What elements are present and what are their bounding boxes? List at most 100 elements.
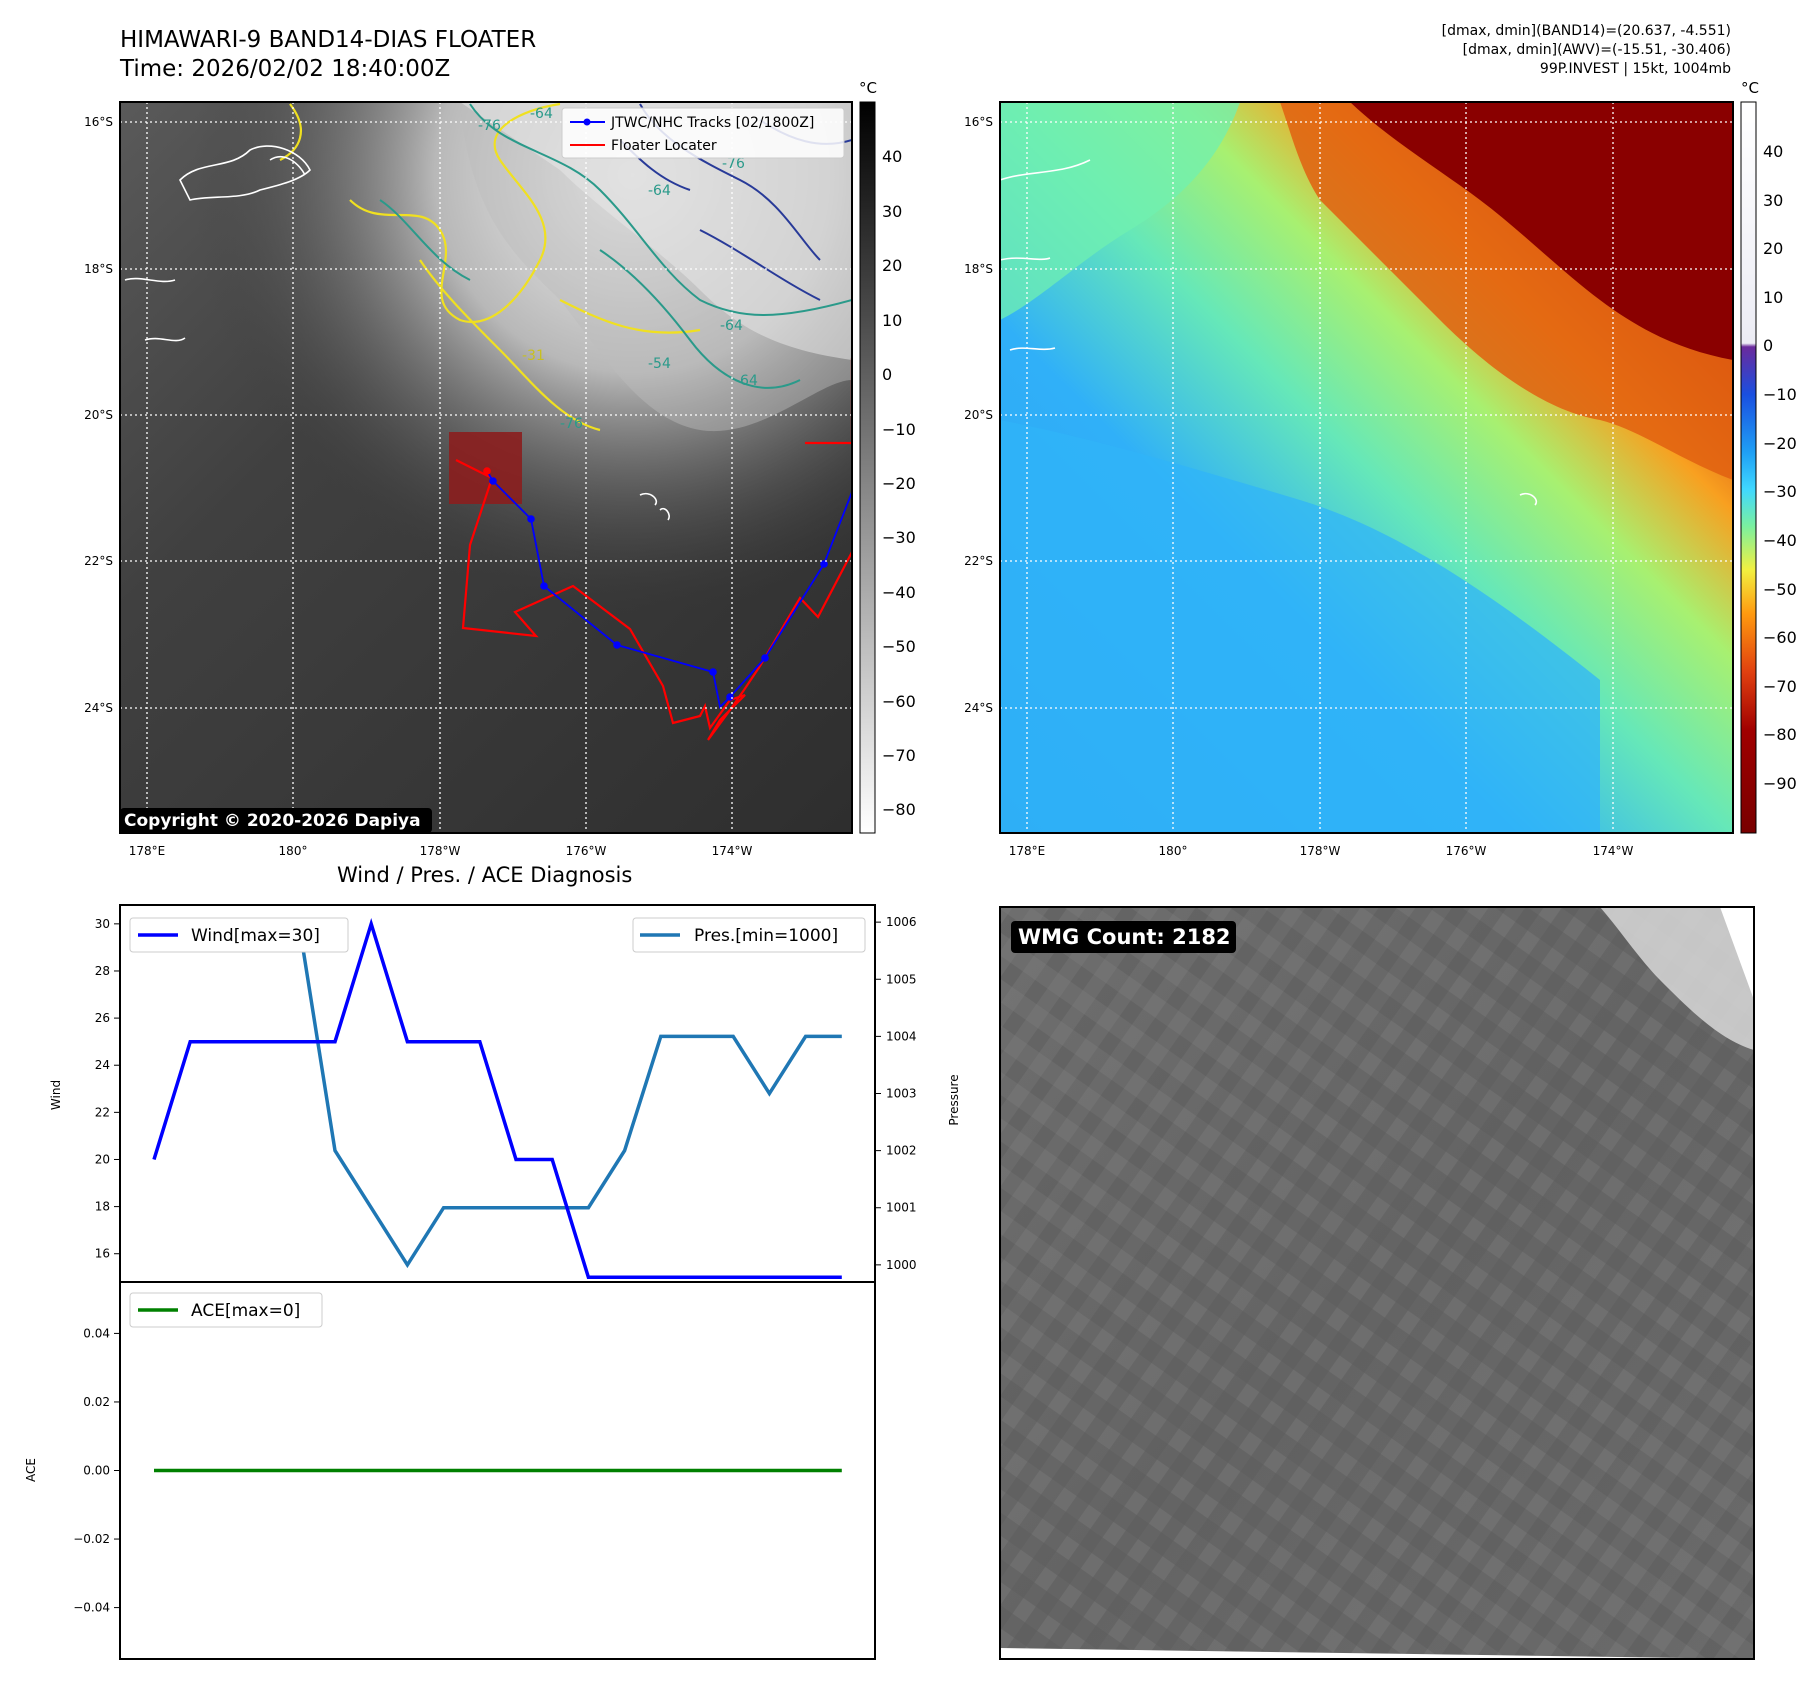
lon-label: 178°W (1300, 844, 1341, 858)
awv-moist-band (1000, 102, 1240, 320)
contour-label: -64 (720, 318, 743, 334)
colorbar-tick: −50 (1763, 580, 1797, 599)
wind-legend-box (129, 917, 349, 953)
contour-label: -64 (530, 106, 553, 122)
axis-tick-label: 0.02 (83, 1395, 110, 1409)
colorbar-tick: 30 (882, 202, 902, 221)
lat-label: 22°S (964, 554, 993, 568)
jtwc-track-point (527, 515, 535, 523)
pressure-legend: Pres.[min=1000] (632, 917, 866, 953)
lon-label: 174°W (712, 844, 753, 858)
wmg-texture (1000, 907, 1754, 1659)
info-storm: 99P.INVEST | 15kt, 1004mb (1539, 61, 1731, 77)
axis-tick-label: 1006 (886, 915, 917, 929)
ace-axis-label: ACE (24, 1458, 38, 1482)
contour-label: -54 (648, 356, 671, 372)
axis-tick-label: −0.04 (73, 1601, 110, 1615)
colorbar-tick: 20 (1763, 239, 1783, 258)
figure-time: Time: 2026/02/02 18:40:00Z (120, 56, 451, 82)
ir-contour-navy (619, 103, 852, 301)
ir-contour-teal (379, 103, 852, 389)
colorbar-tick: −80 (882, 800, 916, 819)
colorbar-tick: −80 (1763, 725, 1797, 744)
colorbar-tick: −10 (882, 420, 916, 439)
copyright-box (120, 808, 432, 833)
lat-label: 20°S (84, 408, 113, 422)
axis-tick-label: 1001 (886, 1201, 917, 1215)
axis-tick-label: 1005 (886, 972, 917, 986)
colorbar-tick: 10 (882, 311, 902, 330)
info-awv: [dmax, dmin](AWV)=(-15.51, -30.406) (1462, 42, 1731, 58)
colorbar-tick: 0 (1763, 336, 1773, 355)
axis-tick-label: 1004 (886, 1029, 917, 1043)
axis-tick-label: 30 (95, 917, 110, 931)
figure-title: HIMAWARI-9 BAND14-DIAS FLOATER (120, 27, 537, 53)
contour-label: -31 (522, 348, 545, 364)
colorbar-tick: −90 (1763, 774, 1797, 793)
awv-colorbar-ticks: 40 30 20 10 0 −10 −20 −30 −40 −50 −60 −7… (1763, 142, 1797, 793)
awv-coastline (1000, 159, 1538, 506)
lon-label: 178°W (420, 844, 461, 858)
axis-tick-label: −0.02 (73, 1532, 110, 1546)
colorbar-tick: −60 (882, 692, 916, 711)
ir-colorbar-ticks: 40 30 20 10 0 −10 −20 −30 −40 −50 −60 −7… (882, 147, 916, 819)
axis-tick-label: 1000 (886, 1258, 917, 1272)
awv-lat-labels: 16°S 18°S 20°S 22°S 24°S (964, 115, 993, 715)
awv-map-panel: 16°S 18°S 20°S 22°S 24°S 178°E 180° 178°… (964, 79, 1797, 858)
pressure-axis-ticks: 1006 1005 1004 1003 1002 1001 1000 (875, 915, 917, 1272)
lon-label: 174°W (1593, 844, 1634, 858)
ir-contour-labels: -76 -64 -64 -76 -64 -64 -31 -54 -76 (478, 106, 758, 432)
lat-label: 16°S (84, 115, 113, 129)
ir-colorbar-unit: °C (859, 79, 877, 97)
colorbar-tick: −10 (1763, 385, 1797, 404)
ace-panel: 0.04 0.02 0.00 −0.02 −0.04 ACE ACE[max=0] (24, 1281, 876, 1660)
axis-tick-label: 0.00 (83, 1464, 110, 1478)
ir-map-frame (119, 101, 853, 834)
wmg-panel: WMG Count: 2182 (999, 906, 1755, 1660)
axis-tick-label: 24 (95, 1058, 110, 1072)
colorbar-tick: −50 (882, 637, 916, 656)
wind-series-line (152, 917, 842, 1280)
lat-label: 22°S (84, 554, 113, 568)
floater-locater-point (483, 467, 491, 475)
copyright-text: Copyright © 2020-2026 Dapiya (124, 811, 421, 831)
axis-tick-label: 16 (95, 1247, 110, 1261)
colorbar-tick: 20 (882, 256, 902, 275)
axis-tick-label: 28 (95, 964, 110, 978)
jtwc-track-point (489, 477, 497, 485)
contour-label: -64 (735, 373, 758, 389)
colorbar-tick: 0 (882, 365, 892, 384)
legend-track-marker (583, 118, 591, 126)
awv-gridlines (1000, 102, 1733, 833)
ir-lat-labels: 16°S 18°S 20°S 22°S 24°S (84, 115, 113, 715)
contour-label: -64 (648, 183, 671, 199)
contour-label: -76 (478, 118, 501, 134)
awv-hot-core (1350, 102, 1733, 360)
colorbar-tick: −30 (1763, 482, 1797, 501)
jtwc-track-point (613, 641, 621, 649)
lat-label: 16°S (964, 115, 993, 129)
colorbar-tick: −20 (1763, 434, 1797, 453)
wmg-edge-bottom (1000, 1648, 1754, 1659)
colorbar-tick: −70 (1763, 677, 1797, 696)
wmg-bright-corner (1600, 907, 1754, 1050)
lon-label: 176°W (1446, 844, 1487, 858)
colorbar-tick: 40 (1763, 142, 1783, 161)
ir-map-legend: JTWC/NHC Tracks [02/1800Z] Floater Locat… (561, 107, 845, 159)
axis-tick-label: 1003 (886, 1087, 917, 1101)
contour-label: -76 (722, 156, 745, 172)
jtwc-track-point (709, 668, 717, 676)
legend-box (561, 107, 845, 159)
ace-legend-box (129, 1292, 323, 1328)
axis-tick-label: 1002 (886, 1144, 917, 1158)
axis-tick-label: 0.04 (83, 1326, 110, 1340)
wind-legend: Wind[max=30] (129, 917, 349, 953)
pressure-legend-label: Pres.[min=1000] (694, 926, 838, 946)
colorbar-tick: −20 (882, 474, 916, 493)
info-band14: [dmax, dmin](BAND14)=(20.637, -4.551) (1441, 23, 1731, 39)
axis-tick-label: 20 (95, 1152, 110, 1166)
wmg-count-box (1011, 921, 1236, 953)
awv-dry-region (1000, 420, 1600, 833)
wind-legend-label: Wind[max=30] (191, 926, 320, 946)
